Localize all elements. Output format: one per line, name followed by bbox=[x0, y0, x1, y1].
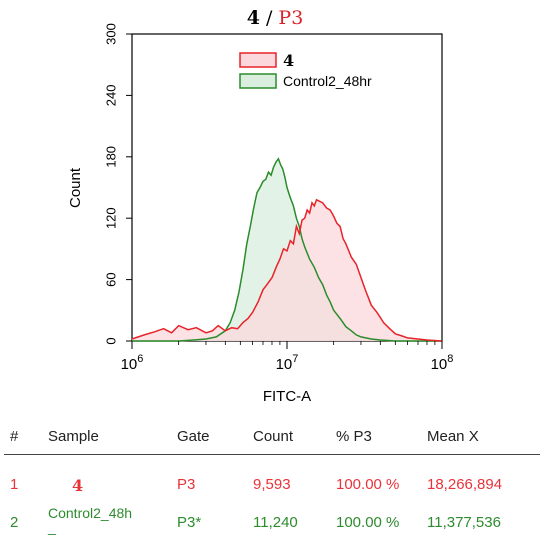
row-gate: P3 bbox=[177, 476, 196, 493]
x-tick-label: 108 bbox=[431, 353, 454, 373]
row-count: 11,240 bbox=[253, 514, 298, 531]
y-tick-label: 180 bbox=[103, 146, 118, 168]
row-sample: Control2_48h bbox=[48, 505, 133, 521]
row-sample: 4 bbox=[72, 476, 84, 495]
header-pct: % P3 bbox=[336, 428, 372, 445]
series-area-sample-4 bbox=[132, 199, 442, 341]
title-gate: P3 bbox=[278, 7, 303, 29]
title-separator: / bbox=[260, 7, 278, 29]
y-axis-label: Count bbox=[67, 167, 84, 208]
row-mean: 11,377,536 bbox=[427, 514, 501, 531]
row-gate: P3* bbox=[177, 514, 202, 531]
stats-header-divider bbox=[4, 454, 540, 455]
y-tick-label: 0 bbox=[103, 337, 118, 344]
series-layer bbox=[131, 157, 443, 342]
series-line-control2-48hr bbox=[132, 157, 442, 342]
chart-title: 4 / P3 bbox=[247, 7, 304, 29]
legend-label-4: 4 bbox=[283, 51, 294, 70]
row-count: 9,593 bbox=[253, 476, 291, 493]
row-pct: 100.00 % bbox=[336, 476, 400, 493]
legend: 4 Control2_48hr bbox=[239, 51, 372, 89]
header-num: # bbox=[10, 428, 19, 445]
x-tick-label: 106 bbox=[121, 353, 144, 373]
legend-swatch-control bbox=[239, 73, 277, 89]
title-sample: 4 bbox=[247, 7, 260, 29]
y-tick-label: 120 bbox=[103, 207, 118, 229]
table-row: 2 Control2_48h _ P3* 11,240 100.00 % 11,… bbox=[0, 506, 550, 536]
y-tick-label: 300 bbox=[103, 23, 118, 45]
row-num: 1 bbox=[10, 476, 19, 493]
row-pct: 100.00 % bbox=[336, 514, 400, 531]
x-tick-label: 107 bbox=[276, 353, 299, 373]
series-line-sample-4 bbox=[131, 198, 443, 342]
histogram-chart: 4 / P3 0 60 120 180 240 300 106 107 108 Count F… bbox=[67, 7, 454, 405]
row-sample-tail: _ bbox=[48, 519, 56, 535]
y-tick-label: 240 bbox=[103, 85, 118, 107]
row-mean: 18,266,894 bbox=[427, 476, 503, 493]
legend-swatch-4 bbox=[239, 52, 277, 68]
y-axis: 0 60 120 180 240 300 bbox=[103, 23, 132, 345]
x-axis-label: FITC-A bbox=[263, 388, 311, 405]
stats-header-row: # Sample Gate Count % P3 Mean X bbox=[0, 428, 550, 458]
header-gate: Gate bbox=[177, 428, 210, 445]
header-sample: Sample bbox=[48, 428, 99, 445]
y-tick-label: 60 bbox=[103, 272, 118, 286]
header-mean: Mean X bbox=[427, 428, 479, 445]
row-num: 2 bbox=[10, 514, 19, 531]
legend-label-control: Control2_48hr bbox=[283, 73, 372, 89]
x-axis: 106 107 108 bbox=[121, 341, 454, 373]
table-row: 1 4 P3 9,593 100.00 % 18,266,894 bbox=[0, 476, 550, 506]
header-count: Count bbox=[253, 428, 294, 445]
